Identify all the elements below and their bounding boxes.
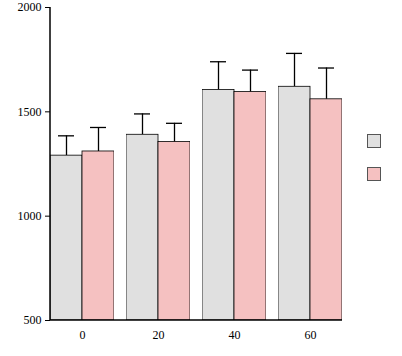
svg-text:20: 20 xyxy=(153,328,165,342)
svg-text:60: 60 xyxy=(305,328,317,342)
svg-text:0: 0 xyxy=(80,328,86,342)
svg-text:500: 500 xyxy=(24,313,42,327)
svg-text:1000: 1000 xyxy=(18,209,42,223)
svg-text:1500: 1500 xyxy=(18,105,42,119)
svg-text:2000: 2000 xyxy=(18,0,42,14)
svg-text:40: 40 xyxy=(229,328,241,342)
